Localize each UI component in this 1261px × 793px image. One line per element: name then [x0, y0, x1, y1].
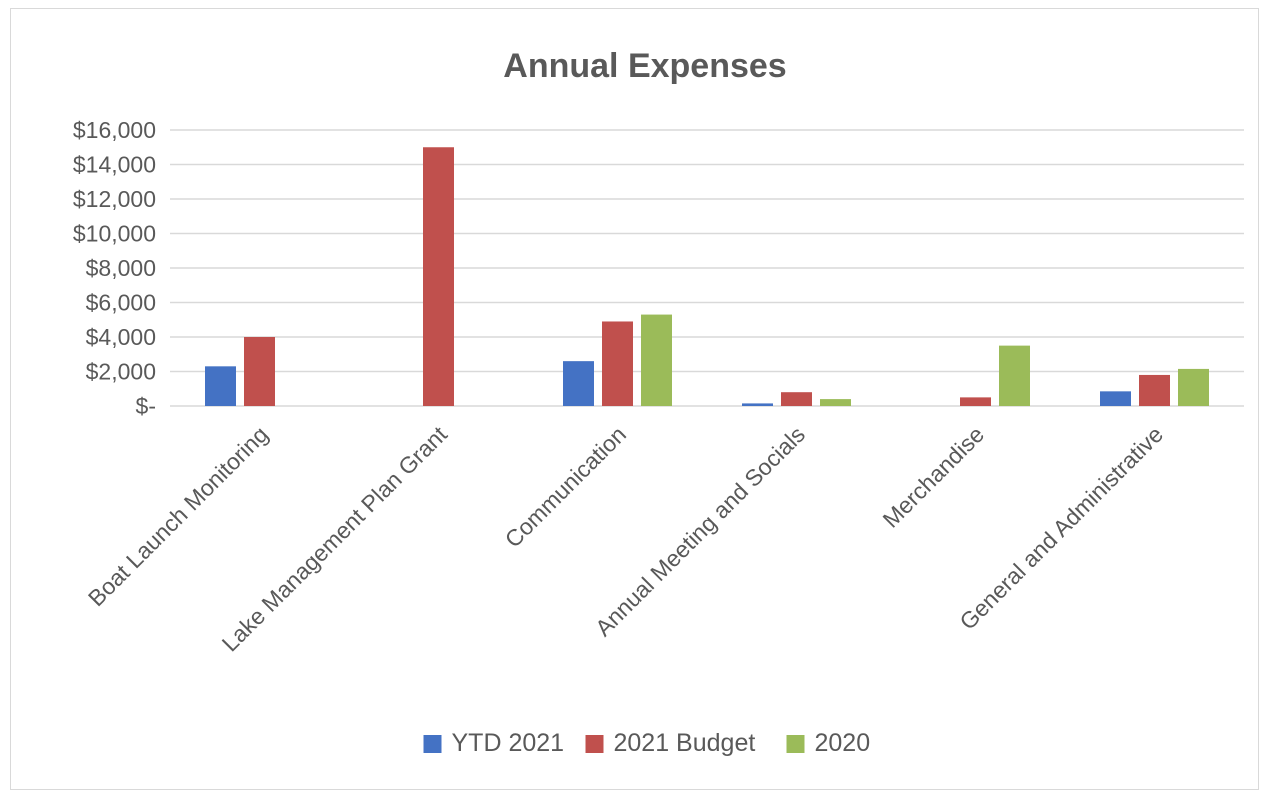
chart-frame: Annual Expenses $- $2,000 $4,000 $6,000 $8,0…: [10, 8, 1259, 790]
bar-0-0: [205, 366, 236, 406]
legend-swatch: [786, 735, 805, 753]
bar-0-2: [563, 361, 594, 406]
bar-1-3: [781, 392, 812, 406]
category-label: Communication: [500, 421, 631, 552]
bar-1-2: [602, 321, 633, 406]
y-tick-label: $8,000: [86, 255, 156, 281]
legend-swatch: [585, 735, 604, 753]
bar-0-3: [742, 403, 773, 406]
bar-2-2: [641, 314, 672, 406]
y-tick-label: $14,000: [73, 152, 156, 178]
bar-2-5: [1178, 368, 1209, 406]
legend: YTD 2021 2021 Budget 2020: [423, 729, 871, 757]
category-label: General and Administrative: [954, 421, 1168, 635]
annual-expenses-chart: Annual Expenses $- $2,000 $4,000 $6,000 $8,0…: [73, 47, 1244, 757]
y-tick-label: $2,000: [86, 359, 156, 385]
y-axis-ticks: $- $2,000 $4,000 $6,000 $8,000 $10,000 $12,000…: [73, 117, 156, 419]
bar-0-5: [1100, 391, 1131, 406]
y-tick-label: $10,000: [73, 221, 156, 247]
gridlines: [170, 129, 1244, 407]
legend-label: 2021 Budget: [614, 729, 756, 757]
y-tick-label: $-: [136, 393, 156, 419]
category-label: Merchandise: [878, 421, 990, 533]
legend-label: 2020: [815, 729, 871, 757]
bar-1-5: [1139, 374, 1170, 406]
y-tick-label: $16,000: [73, 117, 156, 143]
y-tick-label: $12,000: [73, 186, 156, 212]
y-tick-label: $6,000: [86, 290, 156, 316]
bar-2-3: [820, 399, 851, 406]
bar-1-0: [244, 337, 275, 406]
bar-2-4: [999, 345, 1030, 406]
chart-title: Annual Expenses: [503, 47, 786, 85]
legend-swatch: [423, 735, 442, 753]
legend-label: YTD 2021: [452, 729, 565, 757]
category-label: Boat Launch Monitoring: [83, 421, 273, 611]
bar-1-4: [960, 397, 991, 406]
bars: [205, 147, 1209, 406]
bar-1-1: [423, 147, 454, 406]
y-tick-label: $4,000: [86, 324, 156, 350]
category-label: Annual Meeting and Socials: [590, 421, 810, 641]
